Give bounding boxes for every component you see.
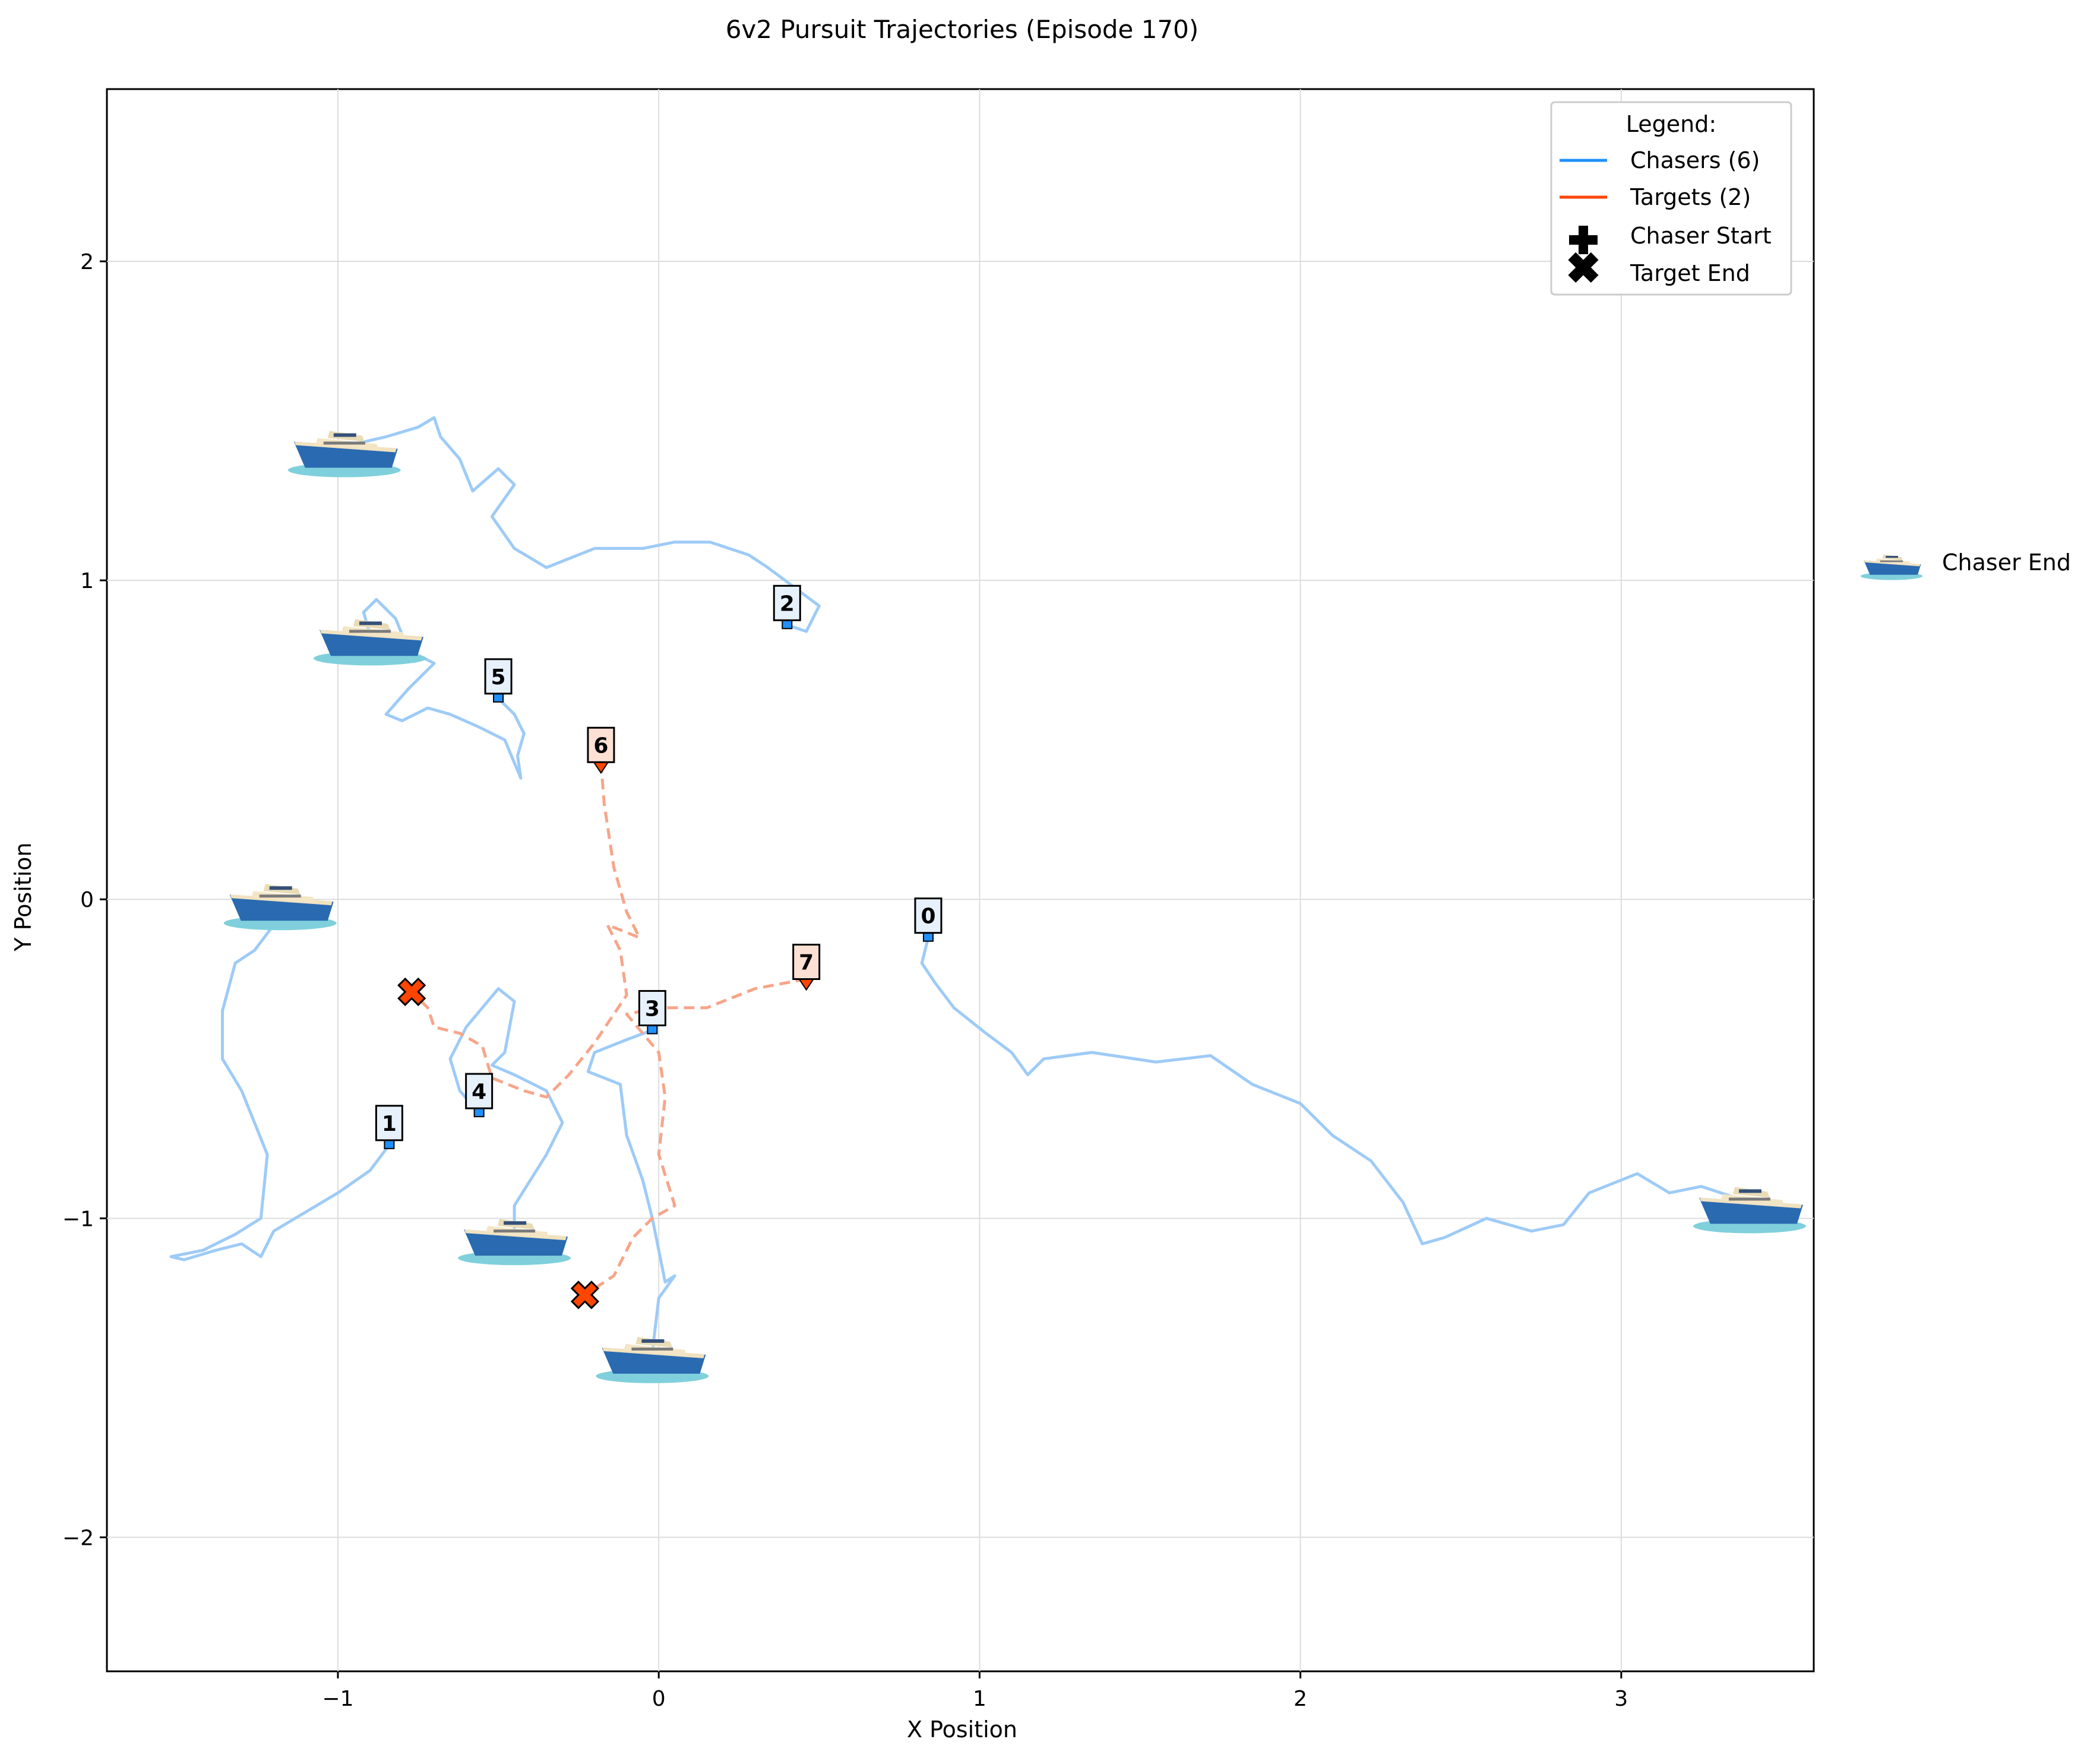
chaser-4-id-label: 4 bbox=[472, 1080, 486, 1104]
y-tick-label: −1 bbox=[62, 1207, 94, 1231]
target-7-trajectory bbox=[584, 978, 807, 1297]
chaser-0-trajectory bbox=[920, 937, 1750, 1245]
target-7-end-marker bbox=[570, 1281, 600, 1310]
side-legend-boat-icon bbox=[1860, 554, 1923, 580]
legend-chasers-label: Chasers (6) bbox=[1630, 147, 1760, 173]
grid bbox=[107, 89, 1814, 1671]
chaser-1-id-label: 1 bbox=[382, 1112, 397, 1136]
chaser-1-label-box bbox=[375, 1105, 403, 1142]
x-axis-label: X Position bbox=[907, 1716, 1017, 1743]
legend-target-end-icon bbox=[1568, 252, 1599, 283]
chaser-2-id-label: 2 bbox=[780, 592, 795, 616]
y-tick-label: 2 bbox=[80, 250, 94, 274]
legend-targets-label: Targets (2) bbox=[1630, 184, 1751, 210]
chaser-5-trajectory bbox=[362, 597, 526, 780]
chaser-5-id-label: 5 bbox=[491, 665, 506, 690]
x-tick-label: −1 bbox=[322, 1687, 353, 1711]
legend-target-end-label: Target End bbox=[1630, 260, 1750, 286]
x-tick-label: 3 bbox=[1614, 1687, 1628, 1711]
target-6-id-label: 6 bbox=[593, 734, 608, 758]
plot-border bbox=[106, 88, 1815, 1673]
axis-ticks: −1 0 1 2 3 −2 −1 0 1 2 bbox=[62, 250, 1628, 1711]
y-tick-label: 0 bbox=[80, 888, 94, 912]
chaser-4-label-group: 4 bbox=[465, 1073, 494, 1109]
target-7-label-group: 7 bbox=[792, 944, 821, 980]
y-axis-label: Y Position bbox=[10, 842, 36, 951]
chaser-3-id-label: 3 bbox=[645, 997, 660, 1021]
target-6-label-group: 6 bbox=[587, 726, 615, 763]
chaser-4-label-box bbox=[465, 1073, 494, 1109]
chaser-3-label-group: 3 bbox=[638, 989, 666, 1026]
target-6-end-marker bbox=[397, 977, 426, 1007]
trajectories bbox=[169, 416, 1750, 1353]
plot-area bbox=[106, 88, 1815, 1673]
chaser-0-id-label: 0 bbox=[921, 905, 935, 929]
y-tick-label: −2 bbox=[62, 1526, 94, 1550]
chart-title: 6v2 Pursuit Trajectories (Episode 170) bbox=[726, 15, 1199, 44]
chaser-0-label-box bbox=[914, 897, 943, 934]
chaser-4-trajectory bbox=[448, 987, 564, 1235]
legend: Legend: Chasers (6) Targets (2) Chaser S… bbox=[1550, 101, 1792, 296]
chaser-2-label-group: 2 bbox=[773, 584, 801, 621]
target-6-trajectory bbox=[410, 762, 641, 1099]
chaser-3-label-box bbox=[638, 989, 666, 1026]
target-7-id-label: 7 bbox=[799, 951, 814, 975]
markers: 0 1 2 3 4 5 6 7 bbox=[223, 431, 1806, 1383]
legend-chaser-start-icon bbox=[1569, 226, 1598, 254]
target-7-label-box bbox=[792, 944, 821, 980]
chaser-2-label-box bbox=[773, 584, 801, 621]
legend-box bbox=[1550, 101, 1792, 296]
chaser-3-trajectory bbox=[586, 1029, 676, 1353]
chaser-0-label-group: 0 bbox=[914, 897, 943, 934]
chaser-5-label-box bbox=[484, 658, 513, 695]
x-tick-label: 1 bbox=[973, 1687, 986, 1711]
target-6-label-box bbox=[587, 726, 615, 763]
chaser-5-label-group: 5 bbox=[484, 658, 513, 695]
x-tick-label: 0 bbox=[652, 1687, 666, 1711]
side-legend: Chaser End bbox=[1860, 549, 2071, 580]
y-tick-label: 1 bbox=[80, 569, 94, 593]
x-tick-label: 2 bbox=[1293, 1687, 1307, 1711]
chaser-2-trajectory bbox=[344, 416, 821, 633]
side-legend-label: Chaser End bbox=[1942, 549, 2071, 576]
legend-chaser-start-label: Chaser Start bbox=[1630, 223, 1772, 249]
chaser-1-trajectory bbox=[169, 899, 391, 1262]
chaser-1-label-group: 1 bbox=[375, 1105, 403, 1142]
legend-title: Legend: bbox=[1626, 111, 1716, 137]
